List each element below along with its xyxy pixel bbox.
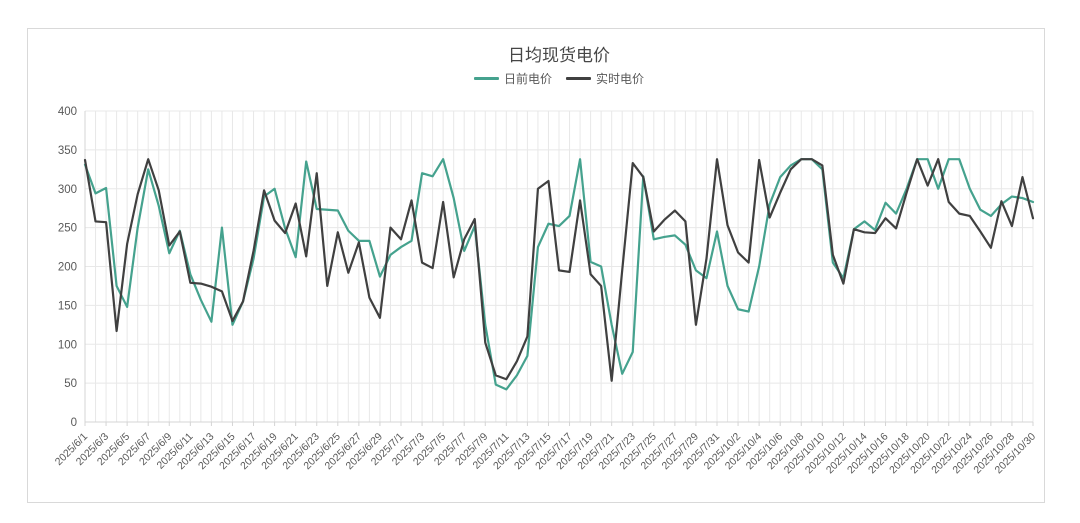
svg-text:250: 250 [58, 223, 77, 235]
svg-text:300: 300 [58, 184, 77, 196]
svg-text:0: 0 [71, 417, 77, 429]
svg-text:200: 200 [58, 262, 77, 274]
line-chart-plot: 0501001502002503003504002025/6/12025/6/3… [53, 106, 1038, 476]
svg-text:400: 400 [58, 106, 77, 118]
legend-label: 日前电价 [503, 72, 552, 86]
chart-legend: 日前电价 实时电价 [473, 70, 644, 87]
realtime-line-swatch-icon [566, 77, 591, 80]
legend-item-realtime[interactable]: 实时电价 [566, 70, 644, 87]
chart-card: 日均现货电价 日前电价 实时电价 0 50 100 150 200 250 300 350 40… [27, 28, 1045, 503]
legend-label: 实时电价 [596, 72, 645, 86]
legend-item-day-ahead[interactable]: 日前电价 [473, 70, 552, 87]
svg-text:100: 100 [58, 339, 77, 351]
chart-title: 日均现货电价 [508, 46, 610, 65]
svg-text:350: 350 [58, 145, 77, 157]
day-ahead-line-swatch-icon [473, 77, 499, 80]
svg-text:50: 50 [64, 378, 77, 390]
svg-text:150: 150 [58, 300, 77, 312]
